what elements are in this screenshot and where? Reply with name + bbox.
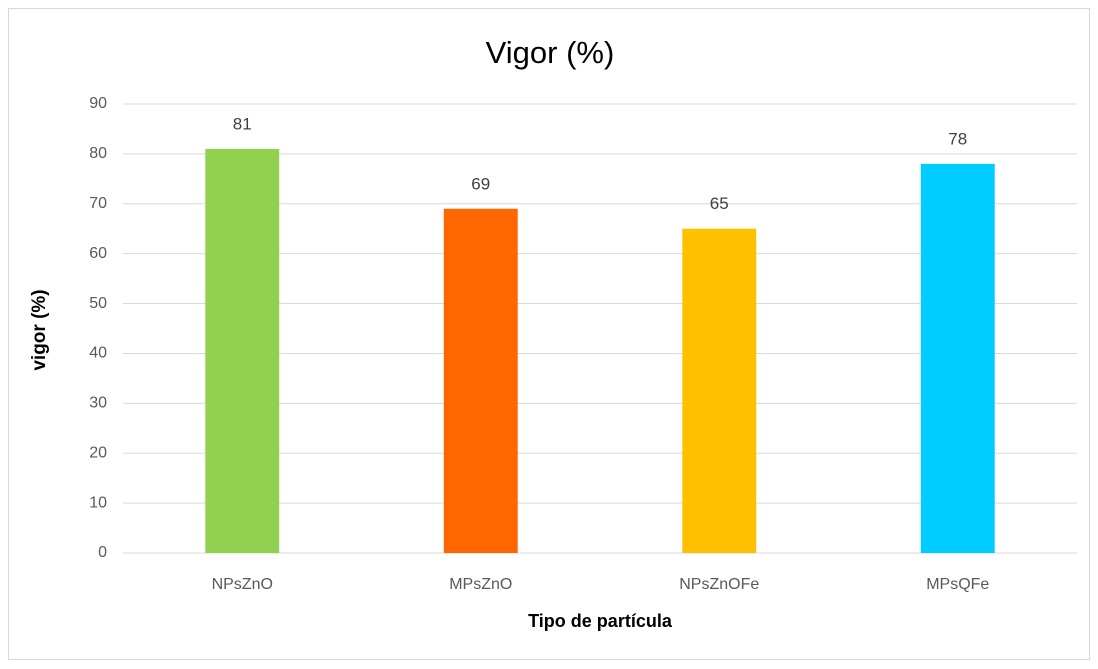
y-tick-label: 70 — [89, 195, 107, 212]
chart-title: Vigor (%) — [486, 35, 615, 70]
bar — [205, 148, 280, 553]
bar — [920, 163, 995, 553]
data-label: 81 — [233, 114, 252, 133]
data-label: 69 — [471, 174, 490, 193]
y-tick-label: 0 — [98, 544, 107, 561]
y-tick-label: 20 — [89, 444, 107, 461]
data-label: 78 — [948, 129, 967, 148]
x-tick-label: NPsZnOFe — [679, 576, 759, 593]
y-tick-label: 80 — [89, 145, 107, 162]
chart-border — [8, 8, 1090, 660]
x-tick-label: NPsZnO — [212, 576, 273, 593]
y-tick-label: 10 — [89, 494, 107, 511]
x-tick-label: MPsZnO — [449, 576, 512, 593]
bar — [682, 228, 757, 553]
y-tick-label: 90 — [89, 95, 107, 112]
y-tick-label: 40 — [89, 345, 107, 362]
x-axis-label: Tipo de partícula — [528, 611, 673, 631]
y-tick-label: 60 — [89, 245, 107, 262]
y-tick-label: 30 — [89, 395, 107, 412]
bar — [443, 208, 518, 553]
y-axis-label: vigor (%) — [29, 289, 50, 370]
y-tick-label: 50 — [89, 295, 107, 312]
data-label: 65 — [710, 194, 729, 213]
x-tick-label: MPsQFe — [926, 576, 989, 593]
